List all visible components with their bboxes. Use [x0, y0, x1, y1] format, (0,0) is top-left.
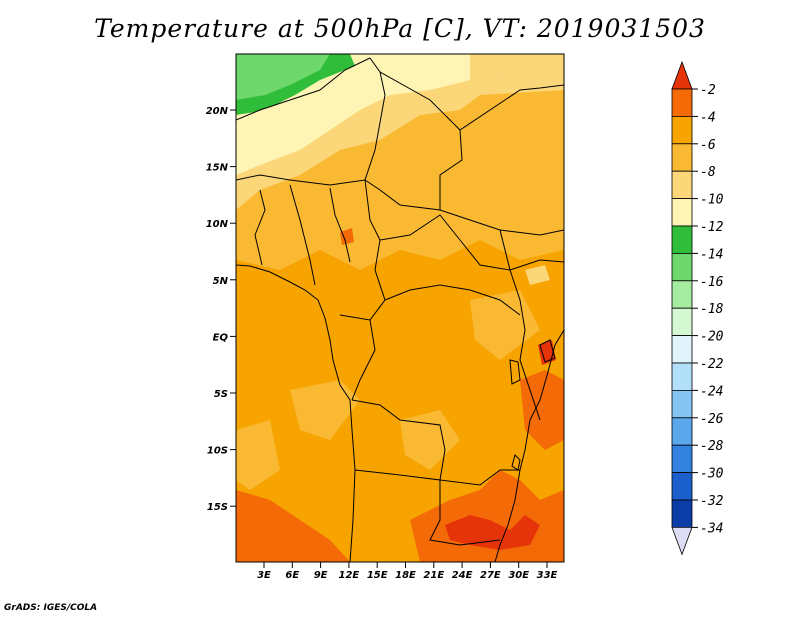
longitude-axis: 3E 6E 9E 12E 15E 18E 21E 24E 27E 30E 33E	[257, 562, 558, 581]
lon-tick-label: 24E	[452, 570, 473, 581]
temperature-field	[236, 54, 564, 562]
colorbar-swatch	[671, 362, 693, 391]
latitude-axis: 20N 15N 10N 5N EQ 5S 10S 15S	[206, 106, 236, 513]
field-hot-southeast	[445, 515, 540, 550]
colorbar-swatch	[671, 280, 693, 309]
lake-3	[511, 454, 521, 471]
colorbar-label: -16	[700, 275, 724, 290]
lat-tick-label: 15N	[206, 163, 229, 174]
colorbar-label: -28	[700, 439, 724, 454]
border-sahara-3	[364, 57, 386, 181]
colorbar-label: -26	[700, 412, 724, 427]
colorbar: -2 -4 -6 -8 -10 -12 -14 -16 -18 -20 -22 -24 -26 -28 -3…	[671, 60, 724, 556]
colorbar-label: -34	[700, 521, 723, 536]
lon-tick-label: 3E	[257, 570, 271, 581]
border-west-2	[289, 184, 316, 286]
lon-tick-label: 30E	[508, 570, 529, 581]
lon-tick-label: 33E	[537, 570, 558, 581]
lat-tick-label: 20N	[206, 106, 229, 117]
colorbar-swatch	[671, 499, 693, 528]
lon-tick-label: 21E	[423, 570, 444, 581]
field-light-patch-1	[525, 265, 550, 285]
coastline-east	[494, 329, 564, 562]
colorbar-swatch	[671, 116, 693, 145]
lon-tick-label: 9E	[314, 570, 328, 581]
field-mid-patch-1	[290, 380, 360, 440]
colorbar-swatch	[671, 170, 693, 199]
border-sahel	[236, 174, 564, 236]
colorbar-label: -30	[700, 467, 724, 482]
colorbar-label: -4	[700, 110, 716, 125]
lat-tick-label: 5S	[214, 389, 228, 400]
lon-tick-label: 18E	[395, 570, 416, 581]
field-warm-spot	[340, 228, 354, 245]
plot-frame	[235, 53, 565, 563]
border-south-1	[354, 469, 501, 546]
lat-tick-label: 10N	[206, 219, 229, 230]
border-east-1	[499, 229, 541, 421]
field-mid-patch-3	[236, 420, 280, 490]
colorbar-label: -20	[700, 330, 724, 345]
colorbar-label: -14	[700, 247, 723, 262]
colorbar-swatch	[671, 417, 693, 446]
colorbar-bottom-arrow	[671, 527, 693, 556]
colorbar-label: -24	[700, 384, 723, 399]
colorbar-label: -18	[700, 302, 724, 317]
colorbar-swatch	[671, 143, 693, 172]
border-congo-3	[351, 399, 520, 486]
border-west-3	[329, 187, 351, 263]
colorbar-swatch	[671, 198, 693, 227]
border-congo-1	[384, 284, 521, 316]
lat-tick-label: 10S	[207, 446, 228, 457]
lake-2	[539, 339, 556, 363]
border-congo-2	[351, 319, 376, 401]
colorbar-label: -6	[700, 138, 716, 153]
credit-text: GrADS: IGES/COLA	[4, 603, 98, 613]
lon-tick-label: 12E	[339, 570, 360, 581]
border-central-2	[379, 214, 564, 271]
colorbar-label: -2	[700, 83, 716, 98]
colorbar-swatch	[671, 88, 693, 117]
field-light-east	[470, 54, 564, 85]
colorbar-label: -32	[700, 494, 724, 509]
colorbar-swatch	[671, 444, 693, 474]
field-ltgreen-cold	[236, 54, 330, 100]
lake-1	[509, 359, 521, 385]
field-warm-south	[236, 490, 350, 562]
border-sahara-1	[236, 57, 371, 121]
colorbar-top-arrow	[671, 60, 693, 90]
coastline-west	[236, 264, 356, 562]
lat-tick-label: 15S	[207, 502, 228, 513]
lon-tick-label: 15E	[367, 570, 388, 581]
lat-tick-label: EQ	[213, 332, 229, 343]
map-title: Temperature at 500hPa [C], VT: 201903150…	[94, 14, 706, 43]
colorbar-label: -10	[700, 193, 724, 208]
colorbar-label: -8	[700, 165, 716, 180]
lat-tick-label: 5N	[213, 276, 229, 287]
border-west-1	[254, 189, 266, 266]
lon-tick-label: 6E	[285, 570, 299, 581]
colorbar-swatch	[671, 472, 693, 501]
field-mid-patch-2	[400, 410, 460, 470]
field-warm-east	[520, 370, 564, 450]
colorbar-label: -22	[700, 357, 724, 372]
colorbar-swatch	[671, 252, 693, 282]
border-east-2	[459, 84, 564, 131]
boundaries	[236, 57, 564, 562]
lon-tick-label: 27E	[480, 570, 501, 581]
colorbar-swatch	[671, 225, 693, 254]
colorbar-label: -12	[700, 220, 724, 235]
border-sahara-2	[379, 71, 463, 210]
colorbar-swatch	[671, 389, 693, 419]
colorbar-swatch	[671, 307, 693, 337]
colorbar-swatch	[671, 335, 693, 364]
